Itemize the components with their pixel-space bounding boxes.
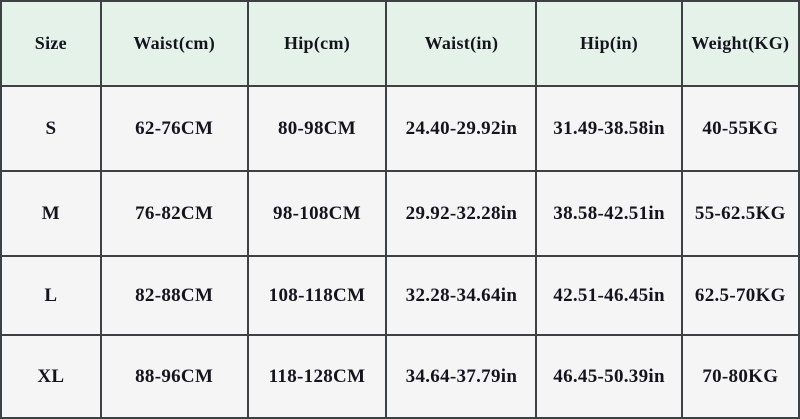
cell-hip-in: 38.58-42.51in [535, 170, 683, 257]
cell-size-label: L [0, 255, 102, 336]
cell-weight-kg: 40-55KG [680, 85, 800, 172]
table-row-size-s: S 62-76CM 80-98CM 24.40-29.92in 31.49-38… [0, 85, 800, 172]
column-header-weight-kg: Weight(KG) [680, 0, 800, 87]
cell-weight-kg: 70-80KG [680, 334, 800, 419]
column-header-size: Size [0, 0, 102, 87]
table-row-size-l: L 82-88CM 108-118CM 32.28-34.64in 42.51-… [0, 255, 800, 336]
header-row: Size Waist(cm) Hip(cm) Waist(in) Hip(in)… [0, 0, 800, 87]
cell-waist-cm: 76-82CM [99, 170, 249, 257]
cell-size-label: M [0, 170, 102, 257]
cell-waist-in: 29.92-32.28in [385, 170, 538, 257]
cell-waist-in: 24.40-29.92in [385, 85, 538, 172]
cell-hip-in: 31.49-38.58in [535, 85, 683, 172]
table-row-size-xl: XL 88-96CM 118-128CM 34.64-37.79in 46.45… [0, 334, 800, 419]
cell-weight-kg: 55-62.5KG [680, 170, 800, 257]
cell-waist-cm: 82-88CM [99, 255, 249, 336]
column-header-hip-in: Hip(in) [535, 0, 683, 87]
cell-weight-kg: 62.5-70KG [680, 255, 800, 336]
column-header-hip-cm: Hip(cm) [246, 0, 388, 87]
cell-size-label: S [0, 85, 102, 172]
cell-hip-cm: 108-118CM [246, 255, 388, 336]
table-row-size-m: M 76-82CM 98-108CM 29.92-32.28in 38.58-4… [0, 170, 800, 257]
cell-size-label: XL [0, 334, 102, 419]
cell-hip-in: 46.45-50.39in [535, 334, 683, 419]
cell-hip-in: 42.51-46.45in [535, 255, 683, 336]
column-header-waist-cm: Waist(cm) [99, 0, 249, 87]
cell-waist-cm: 62-76CM [99, 85, 249, 172]
cell-hip-cm: 98-108CM [246, 170, 388, 257]
cell-hip-cm: 118-128CM [246, 334, 388, 419]
column-header-waist-in: Waist(in) [385, 0, 538, 87]
cell-waist-in: 34.64-37.79in [385, 334, 538, 419]
cell-hip-cm: 80-98CM [246, 85, 388, 172]
cell-waist-cm: 88-96CM [99, 334, 249, 419]
cell-waist-in: 32.28-34.64in [385, 255, 538, 336]
